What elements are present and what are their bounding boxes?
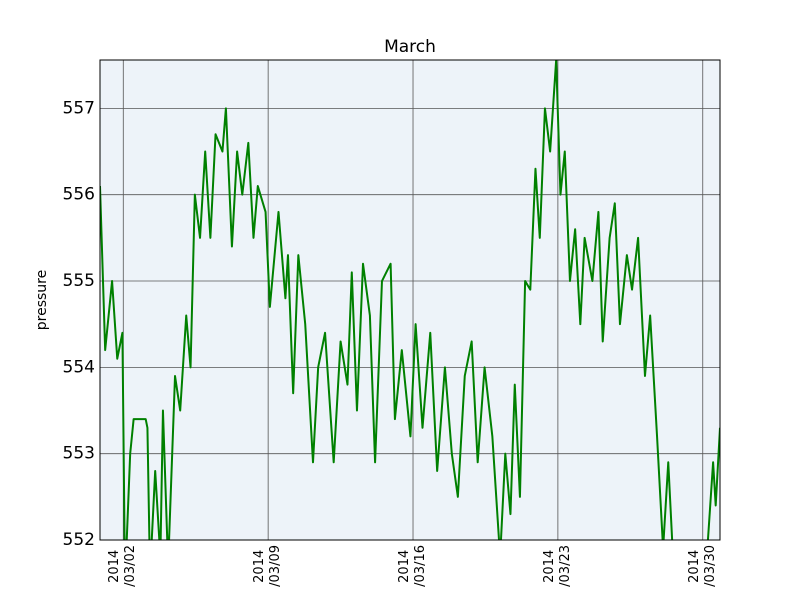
x-tick-label: 2014 /03/23: [541, 545, 573, 587]
y-tick-label: 555: [63, 271, 95, 291]
plot-frame: [99, 59, 721, 541]
y-tick-label: 553: [63, 444, 95, 464]
plot-area: [100, 60, 720, 540]
y-tick-label: 556: [63, 185, 95, 205]
y-tick-label: 557: [63, 98, 95, 118]
x-tick-label: 2014 /03/30: [686, 545, 718, 587]
y-tick-label: 554: [63, 357, 95, 377]
x-tick-label: 2014 /03/16: [397, 545, 429, 587]
y-tick-label: 552: [63, 530, 95, 550]
chart-title: March: [384, 37, 436, 57]
x-tick-label: 2014 /03/09: [252, 545, 284, 587]
y-axis-label: pressure: [34, 270, 50, 330]
x-tick-label: 2014 /03/02: [107, 545, 139, 587]
data-line: [100, 60, 720, 540]
